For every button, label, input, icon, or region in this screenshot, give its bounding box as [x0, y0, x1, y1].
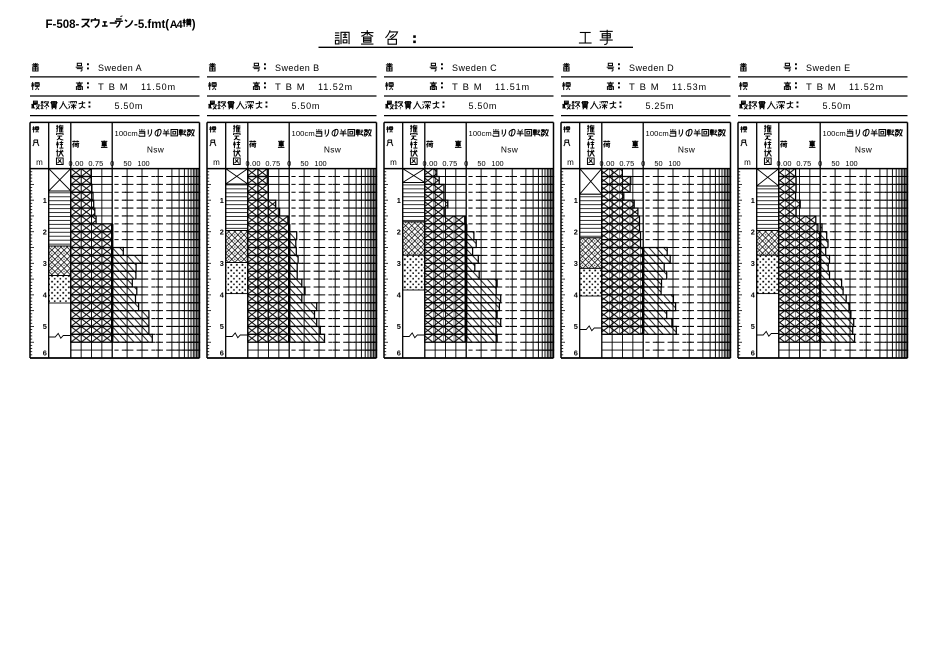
svg-text:0.75: 0.75	[442, 159, 457, 168]
svg-text:5: 5	[220, 322, 224, 331]
svg-text:5.50m: 5.50m	[823, 101, 852, 111]
svg-text:5: 5	[43, 322, 47, 331]
svg-text:100: 100	[491, 159, 503, 168]
svg-text:50: 50	[300, 159, 308, 168]
svg-text:5.50m: 5.50m	[115, 101, 144, 111]
svg-text:0.00: 0.00	[423, 159, 438, 168]
svg-text:2: 2	[220, 227, 224, 236]
svg-text:100cm: 100cm	[823, 129, 846, 138]
svg-text:m: m	[390, 158, 397, 167]
svg-text:0.75: 0.75	[796, 159, 811, 168]
svg-text:6: 6	[574, 349, 578, 358]
svg-text:4: 4	[220, 290, 225, 299]
svg-text:2: 2	[751, 227, 755, 236]
svg-text:5.50m: 5.50m	[292, 101, 321, 111]
svg-text:4: 4	[397, 290, 402, 299]
svg-text:1: 1	[751, 196, 755, 205]
svg-text:100cm: 100cm	[115, 129, 138, 138]
svg-text:4: 4	[751, 290, 756, 299]
svg-text:0.75: 0.75	[88, 159, 103, 168]
svg-text:TBM: TBM	[452, 82, 486, 93]
svg-text:A: A	[170, 19, 178, 31]
svg-text:6: 6	[43, 349, 47, 358]
svg-text:3: 3	[43, 259, 47, 268]
svg-text:m: m	[213, 158, 220, 167]
svg-text:11.51m: 11.51m	[495, 82, 530, 92]
svg-text:5: 5	[751, 322, 755, 331]
svg-text:100: 100	[845, 159, 857, 168]
svg-text:100cm: 100cm	[646, 129, 669, 138]
svg-text:6: 6	[397, 349, 401, 358]
svg-text:Nsw: Nsw	[501, 145, 519, 155]
svg-text:50: 50	[831, 159, 839, 168]
svg-text:6: 6	[751, 349, 755, 358]
svg-text:50: 50	[477, 159, 485, 168]
svg-text:Nsw: Nsw	[678, 145, 696, 155]
svg-text:): )	[192, 19, 196, 31]
svg-text:2: 2	[397, 227, 401, 236]
svg-text:Sweden B: Sweden B	[275, 63, 320, 73]
svg-text:Nsw: Nsw	[147, 145, 165, 155]
svg-text:0.00: 0.00	[246, 159, 261, 168]
svg-text:0.00: 0.00	[69, 159, 84, 168]
svg-text:TBM: TBM	[806, 82, 840, 93]
svg-text:100cm: 100cm	[292, 129, 315, 138]
svg-text:F-508-: F-508-	[46, 19, 80, 31]
svg-text:5.25m: 5.25m	[646, 101, 675, 111]
svg-text:3: 3	[220, 259, 224, 268]
svg-text:Sweden E: Sweden E	[806, 63, 851, 73]
svg-text:4: 4	[177, 19, 183, 31]
svg-text:m: m	[744, 158, 751, 167]
svg-text:5: 5	[397, 322, 401, 331]
svg-text:100cm: 100cm	[469, 129, 492, 138]
svg-text:1: 1	[397, 196, 401, 205]
svg-text:3: 3	[397, 259, 401, 268]
svg-text:TBM: TBM	[275, 82, 309, 93]
svg-text:2: 2	[574, 227, 578, 236]
svg-text:m: m	[36, 158, 43, 167]
svg-text:4: 4	[43, 290, 48, 299]
svg-text:100: 100	[668, 159, 680, 168]
svg-text:Sweden A: Sweden A	[98, 63, 142, 73]
svg-text:2: 2	[43, 227, 47, 236]
svg-text:Sweden D: Sweden D	[629, 63, 674, 73]
svg-text:50: 50	[123, 159, 131, 168]
svg-text:0.75: 0.75	[619, 159, 634, 168]
svg-text:TBM: TBM	[629, 82, 663, 93]
svg-text:50: 50	[654, 159, 662, 168]
svg-text:11.50m: 11.50m	[141, 82, 176, 92]
svg-text:3: 3	[751, 259, 755, 268]
svg-text:m: m	[567, 158, 574, 167]
svg-text:5: 5	[574, 322, 578, 331]
svg-text:0.00: 0.00	[777, 159, 792, 168]
svg-text:6: 6	[220, 349, 224, 358]
svg-text:5.50m: 5.50m	[469, 101, 498, 111]
svg-text:100: 100	[314, 159, 326, 168]
svg-text:11.52m: 11.52m	[318, 82, 353, 92]
svg-text:Sweden C: Sweden C	[452, 63, 497, 73]
svg-text:11.53m: 11.53m	[672, 82, 707, 92]
svg-text:Nsw: Nsw	[855, 145, 873, 155]
svg-text:1: 1	[574, 196, 578, 205]
svg-text:100: 100	[137, 159, 149, 168]
svg-text:3: 3	[574, 259, 578, 268]
svg-text:1: 1	[220, 196, 224, 205]
svg-text:4: 4	[574, 290, 579, 299]
svg-text:0.00: 0.00	[600, 159, 615, 168]
svg-text:11.52m: 11.52m	[849, 82, 884, 92]
svg-text:TBM: TBM	[98, 82, 132, 93]
svg-text:Nsw: Nsw	[324, 145, 342, 155]
svg-text:1: 1	[43, 196, 47, 205]
svg-text:-5.fmt(: -5.fmt(	[134, 19, 169, 31]
svg-text:0.75: 0.75	[265, 159, 280, 168]
